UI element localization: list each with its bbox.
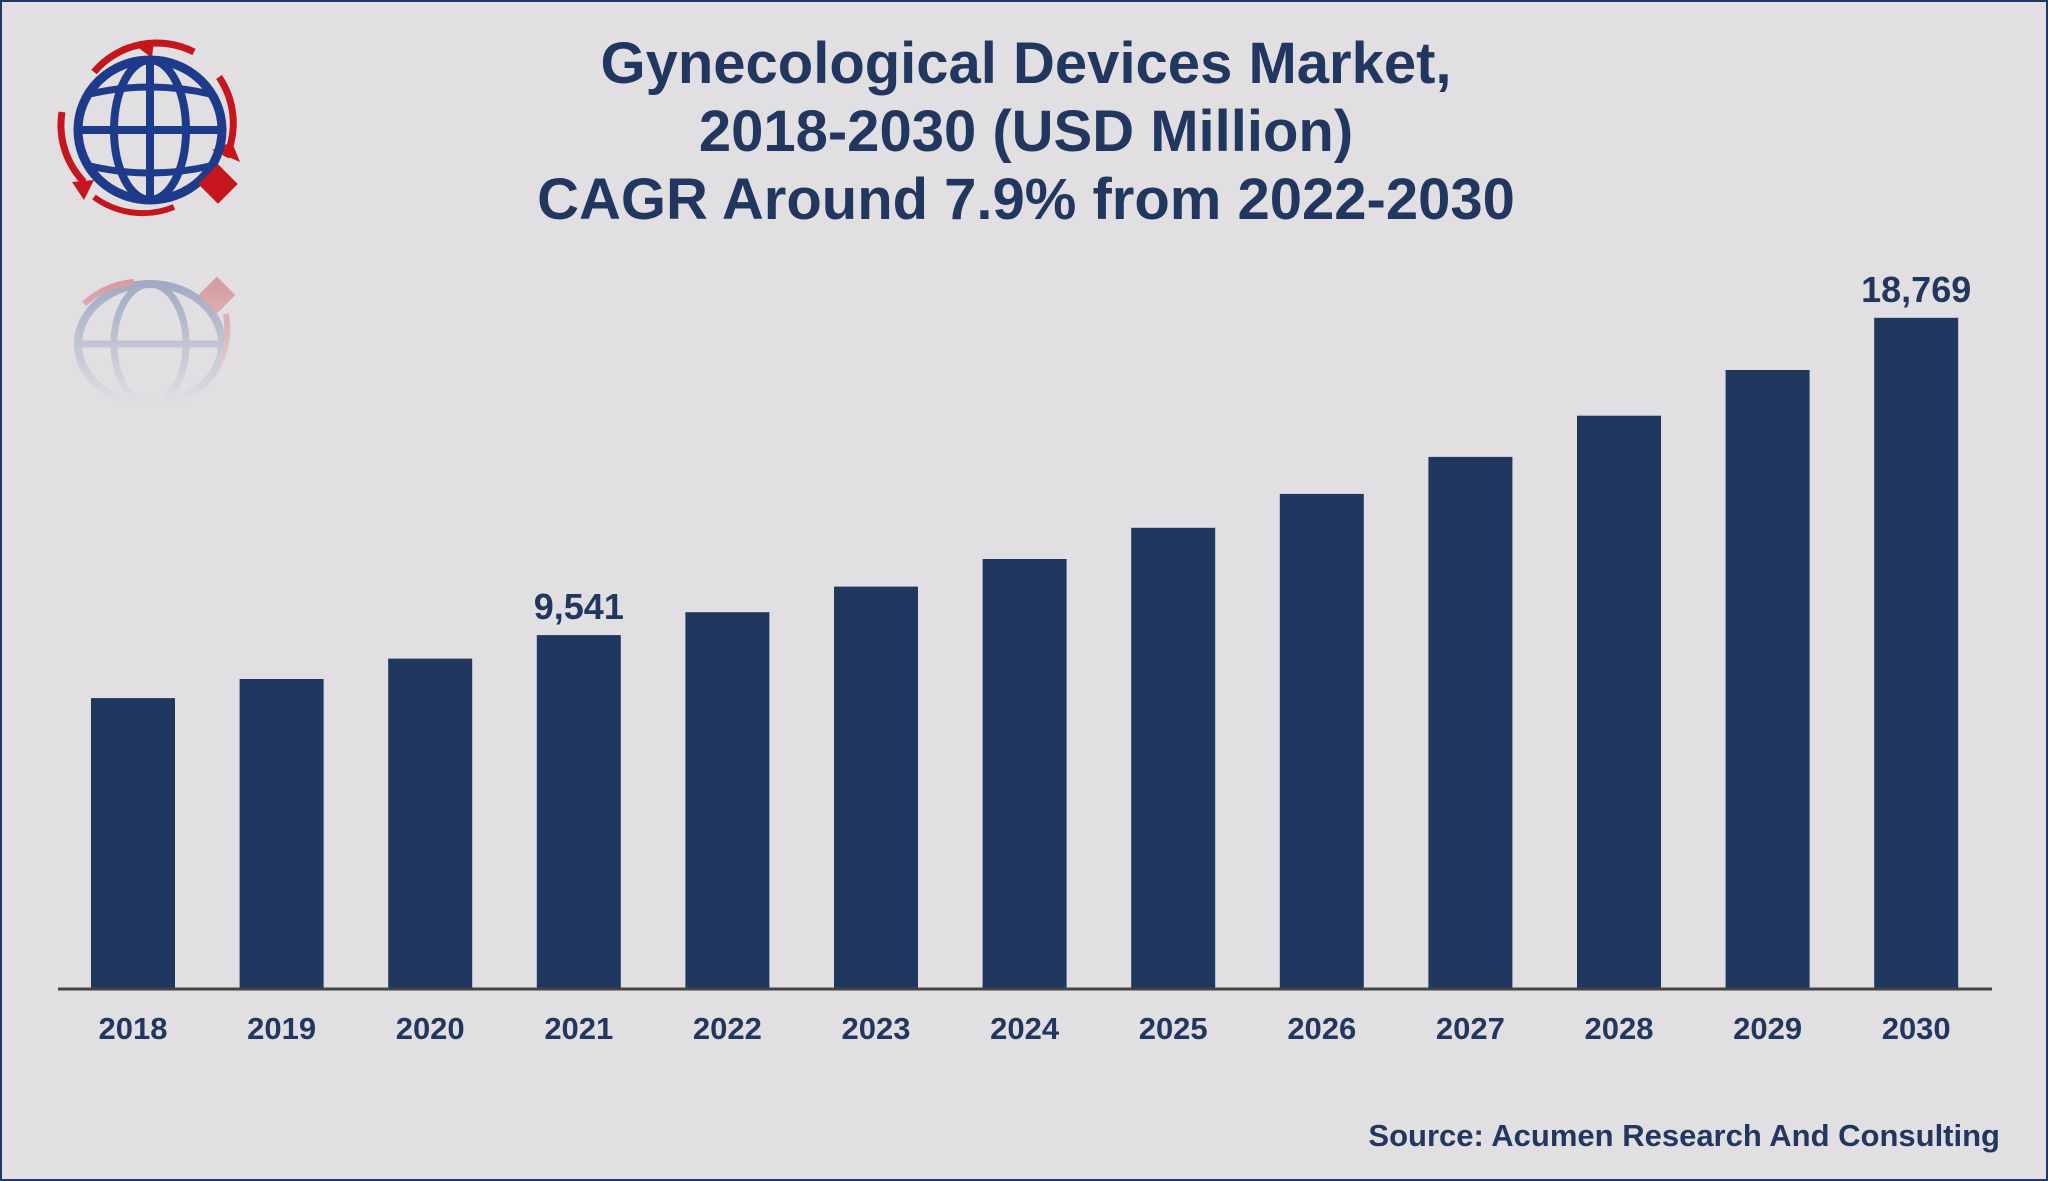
bar-2020	[388, 658, 473, 988]
x-tick-label: 2029	[1733, 1011, 1802, 1046]
bar-2029	[1725, 370, 1810, 988]
x-tick-label: 2018	[99, 1011, 168, 1046]
x-tick-label: 2022	[693, 1011, 762, 1046]
chart-title-line-2: 2018-2030 (USD Million)	[698, 99, 1354, 164]
x-tick-label: 2025	[1139, 1011, 1208, 1046]
bar-2027	[1428, 456, 1513, 988]
chart-title: Gynecological Devices Market, 2018-2030 …	[402, 30, 1650, 234]
bar-2021	[536, 635, 621, 988]
chart-title-line-1: Gynecological Devices Market,	[600, 31, 1452, 96]
bar-2019	[239, 679, 324, 988]
bar-2030	[1874, 317, 1959, 988]
x-tick-label: 2021	[544, 1011, 613, 1046]
bar-2018	[91, 698, 175, 988]
data-label: 18,769	[1861, 269, 1971, 310]
source-note: Source: Acumen Research And Consulting	[1368, 1118, 2000, 1153]
x-tick-label: 2026	[1287, 1011, 1356, 1046]
bar-2028	[1577, 415, 1661, 988]
bar-2023	[834, 586, 918, 988]
chart-title-line-3: CAGR Around 7.9% from 2022-2030	[537, 167, 1515, 232]
x-tick-label: 2028	[1585, 1011, 1654, 1046]
x-tick-label: 2023	[842, 1011, 911, 1046]
x-tick-label: 2030	[1882, 1011, 1951, 1046]
globe-logo-reflection-icon	[74, 276, 236, 404]
bar-2026	[1279, 493, 1364, 988]
x-tick-label: 2019	[247, 1011, 316, 1046]
data-label: 9,541	[534, 586, 624, 627]
x-tick-label: 2020	[396, 1011, 465, 1046]
x-tick-label: 2024	[990, 1011, 1060, 1046]
globe-logo-icon	[57, 39, 240, 217]
bar-2025	[1131, 527, 1216, 988]
bar-2022	[685, 612, 770, 988]
x-tick-label: 2027	[1436, 1011, 1505, 1046]
bar-2024	[982, 559, 1067, 988]
